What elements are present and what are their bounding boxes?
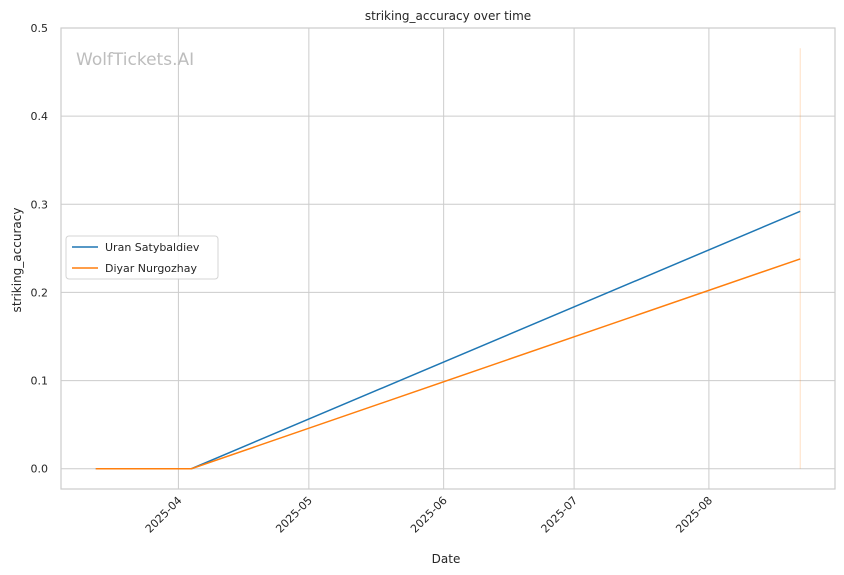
x-tick-labels: 2025-04 2025-05 2025-06 2025-07 2025-08 [143,494,715,536]
y-tick-labels: 0.0 0.1 0.2 0.3 0.4 0.5 [31,22,49,476]
x-tick-label: 2025-04 [143,494,185,536]
legend-frame [65,235,219,280]
series-lines [95,210,801,470]
legend-entry-uran: Uran Satybaldiev [105,241,200,254]
chart-title: striking_accuracy over time [365,9,531,23]
y-tick-label: 0.5 [31,22,49,35]
x-tick-label: 2025-07 [539,494,581,536]
y-tick-label: 0.3 [31,198,49,211]
watermark: WolfTickets.AI [76,50,194,70]
legend-entry-diyar: Diyar Nurgozhay [105,262,198,275]
x-tick-label: 2025-05 [273,494,315,536]
y-tick-label: 0.4 [31,110,49,123]
legend: Uran Satybaldiev Diyar Nurgozhay [65,235,219,280]
series-line-1 [95,258,801,470]
y-tick-label: 0.1 [31,375,49,388]
x-tick-label: 2025-06 [408,494,450,536]
y-axis-label: striking_accuracy [10,208,24,313]
y-tick-label: 0.2 [31,286,49,299]
y-tick-label: 0.0 [31,463,49,476]
x-tick-label: 2025-08 [673,494,715,536]
plot-frame [60,27,836,490]
x-axis-label: Date [432,552,461,566]
